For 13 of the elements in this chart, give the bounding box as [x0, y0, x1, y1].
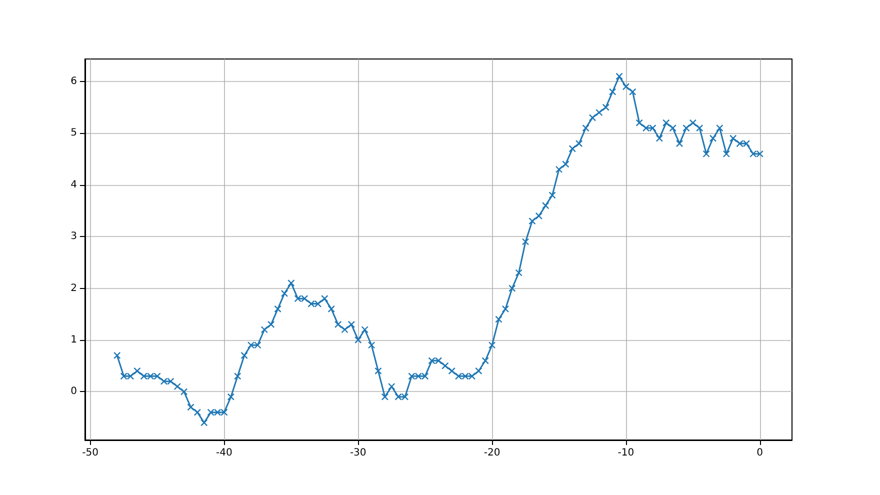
x-tick-label: -30	[350, 448, 366, 458]
y-tick-label: 5	[70, 128, 77, 139]
y-tick-label: 6	[70, 76, 77, 87]
x-tick-label: -40	[216, 448, 232, 458]
x-tick-label: -50	[82, 448, 98, 458]
y-tick-label: 2	[70, 282, 77, 294]
x-tick-label: -20	[484, 448, 500, 458]
y-tick-label: 4	[70, 179, 77, 190]
y-tick-label: 0	[70, 386, 77, 398]
x-tick-label: 0	[756, 448, 764, 458]
x-tick-label: -10	[618, 448, 634, 458]
y-tick-label: 1	[70, 334, 77, 346]
y-tick-label: 3	[70, 231, 77, 242]
